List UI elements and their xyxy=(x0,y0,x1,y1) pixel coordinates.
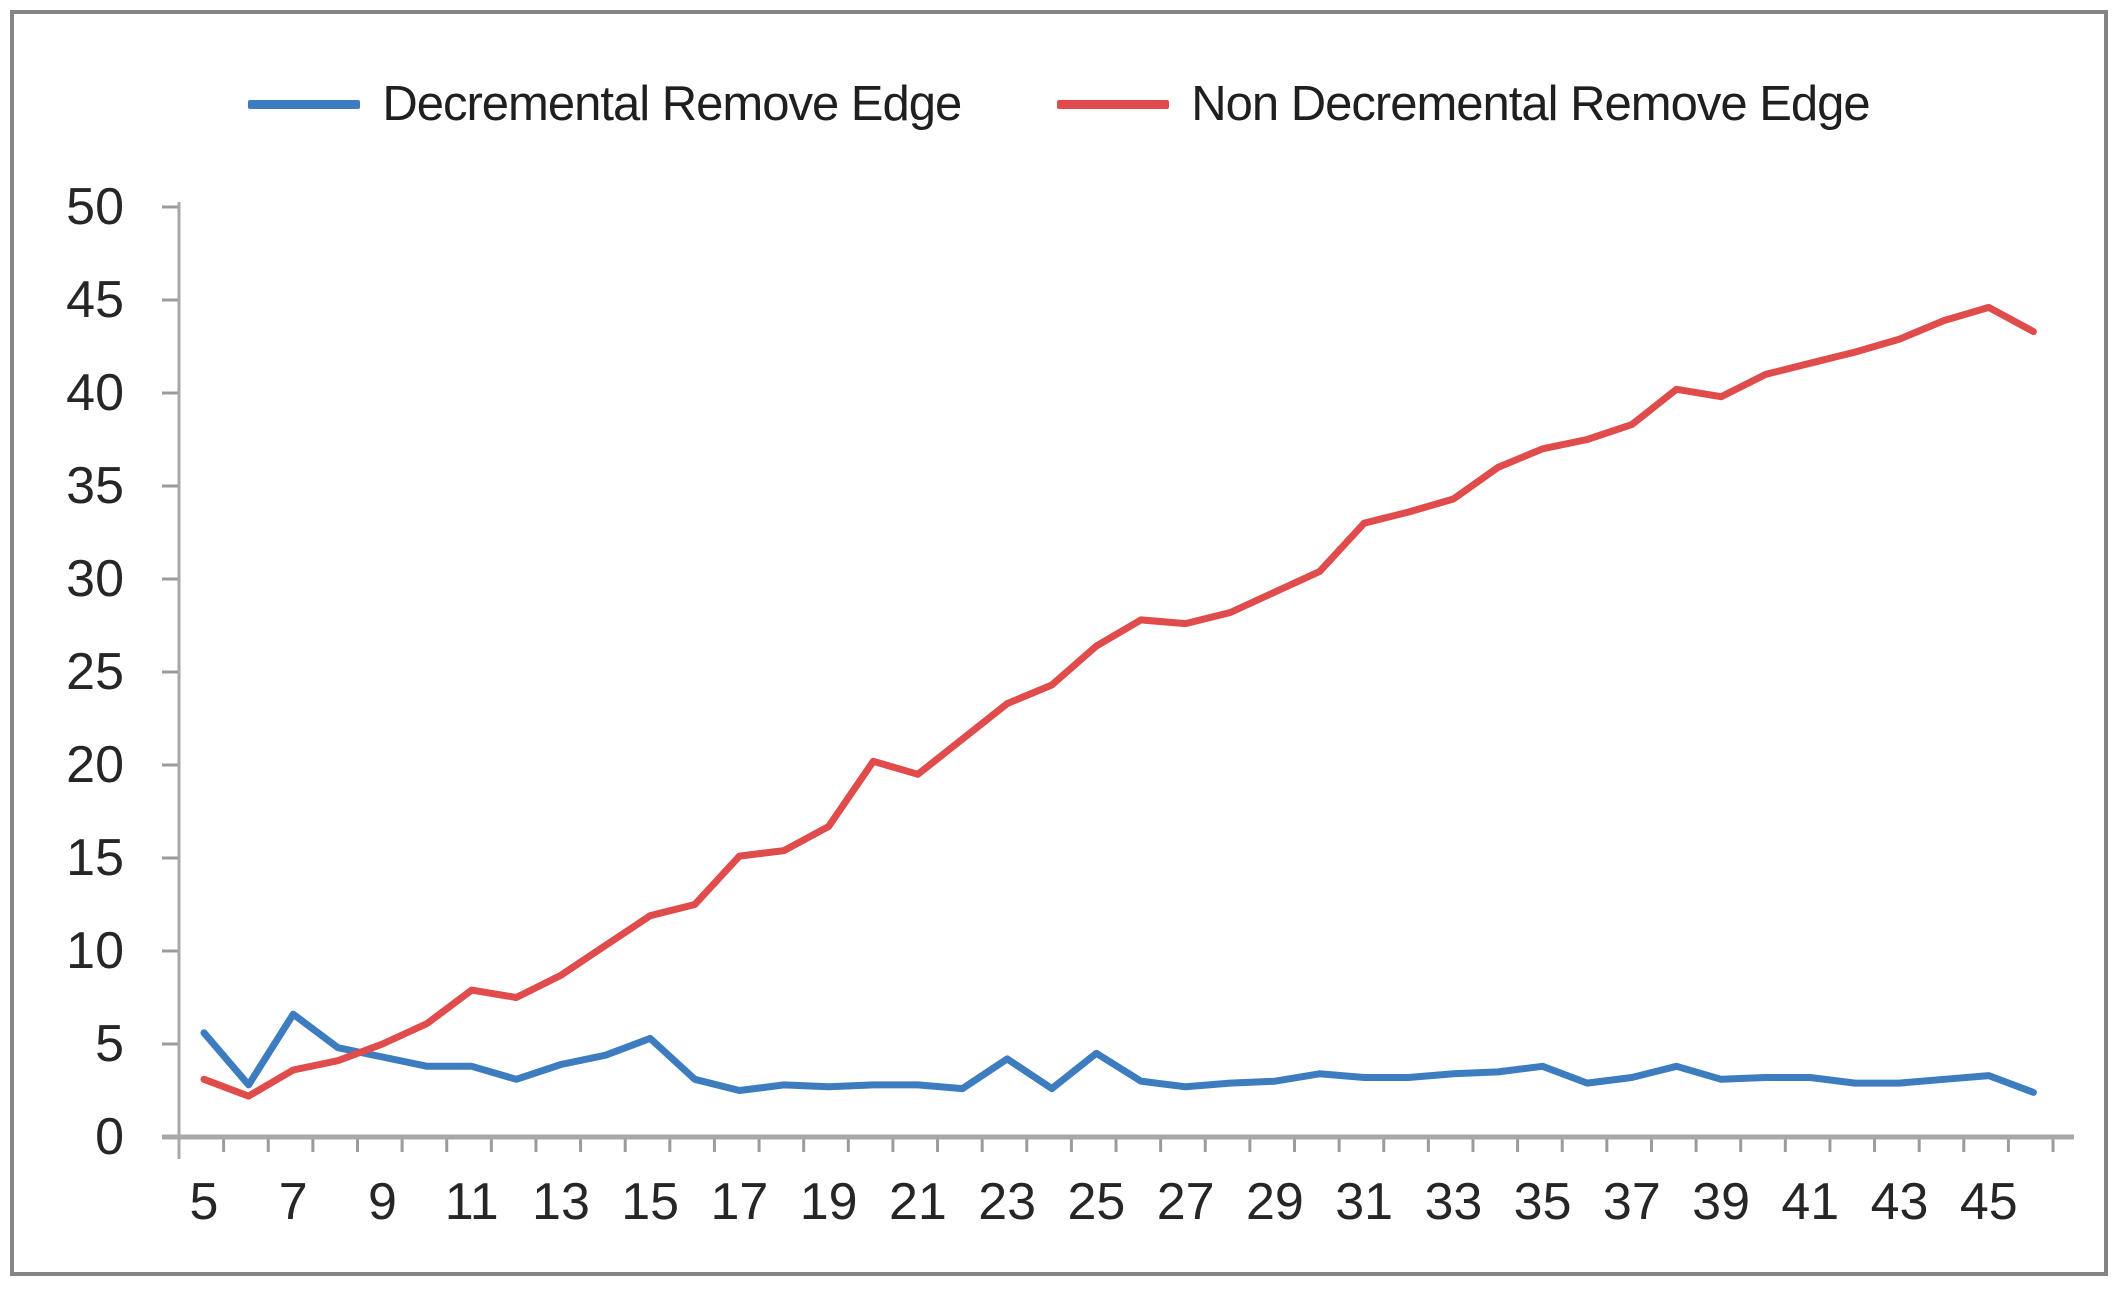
legend-item-decremental: Decremental Remove Edge xyxy=(248,76,962,132)
x-tick-label: 19 xyxy=(800,1173,858,1231)
y-tick-label: 20 xyxy=(66,736,124,794)
y-tick-label: 5 xyxy=(95,1015,124,1073)
y-tick-label: 50 xyxy=(66,178,124,236)
y-tick-label: 40 xyxy=(66,364,124,422)
x-tick-label: 43 xyxy=(1871,1173,1929,1231)
y-tick-label: 0 xyxy=(95,1108,124,1166)
y-tick-label: 10 xyxy=(66,922,124,980)
y-tick-label: 25 xyxy=(66,643,124,701)
y-tick-label: 30 xyxy=(66,550,124,608)
x-tick-label: 11 xyxy=(445,1173,499,1231)
x-tick-label: 31 xyxy=(1335,1173,1393,1231)
legend-label-non-decremental: Non Decremental Remove Edge xyxy=(1191,77,1870,131)
y-tick-label: 35 xyxy=(66,457,124,515)
x-tick-label: 7 xyxy=(279,1173,308,1231)
x-tick-label: 35 xyxy=(1514,1173,1572,1231)
x-tick-label: 33 xyxy=(1424,1173,1482,1231)
chart-legend: Decremental Remove Edge Non Decremental … xyxy=(14,76,2104,132)
x-tick-label: 39 xyxy=(1692,1173,1750,1231)
chart-frame: 0 5 10 15 20 25 30 35 40 45 50 5 7 9 11 13 15 17 19 21 23 25 2… xyxy=(10,10,2108,1276)
legend-swatch-decremental xyxy=(248,99,361,109)
x-tick-label: 45 xyxy=(1960,1173,2018,1231)
y-tick-label: 45 xyxy=(66,271,124,329)
series-line-non-decremental xyxy=(200,303,2037,1100)
x-tick-label: 27 xyxy=(1157,1173,1215,1231)
legend-label-decremental: Decremental Remove Edge xyxy=(382,77,962,131)
x-tick-label: 5 xyxy=(190,1173,219,1231)
x-tick-label: 29 xyxy=(1246,1173,1304,1231)
x-tick-label: 15 xyxy=(621,1173,679,1231)
x-tick-label: 13 xyxy=(532,1173,590,1231)
x-tick-label: 41 xyxy=(1781,1173,1839,1231)
series-line-decremental xyxy=(200,1010,2037,1096)
legend-swatch-non-decremental xyxy=(1057,99,1170,109)
legend-item-non-decremental: Non Decremental Remove Edge xyxy=(1057,76,1871,132)
x-tick-label: 17 xyxy=(711,1173,769,1231)
x-tick-label: 9 xyxy=(368,1173,397,1231)
y-tick-label: 15 xyxy=(66,829,124,887)
x-tick-label: 21 xyxy=(889,1173,947,1231)
x-tick-label: 25 xyxy=(1067,1173,1125,1231)
x-tick-label: 37 xyxy=(1603,1173,1661,1231)
x-tick-label: 23 xyxy=(978,1173,1036,1231)
line-chart: 0 5 10 15 20 25 30 35 40 45 50 5 7 9 11 13 15 17 19 21 23 25 2… xyxy=(66,178,2074,1231)
